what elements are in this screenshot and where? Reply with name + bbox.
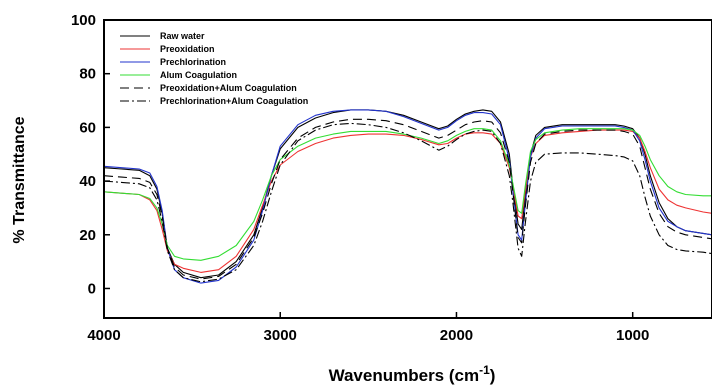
series-line-2 <box>103 129 712 273</box>
series-line-4 <box>103 128 712 261</box>
x-axis-title-suffix: ) <box>490 366 496 385</box>
x-tick-label: 4000 <box>87 327 120 344</box>
plot-frame <box>103 19 712 319</box>
x-tick-label: 1000 <box>616 327 649 344</box>
legend-label: Alum Coagulation <box>160 70 237 80</box>
x-tick-label: 3000 <box>264 327 297 344</box>
y-tick-label: 80 <box>79 66 96 83</box>
y-tick-label: 100 <box>71 12 96 29</box>
x-axis-ticks: 4000 3000 2000 1000 <box>87 312 649 344</box>
legend-label: Prechlorination+Alum Coagulation <box>160 96 308 106</box>
legend: Raw water Preoxidation Prechlorination Alum… <box>120 31 308 106</box>
x-axis-title: Wavenumbers (cm-1) <box>329 363 496 385</box>
series-line-5 <box>103 118 712 280</box>
x-axis-title-main: Wavenumbers (cm <box>329 366 480 385</box>
y-tick-label: 0 <box>88 280 96 297</box>
legend-label: Prechlorination <box>160 57 226 67</box>
legend-label: Raw water <box>160 31 205 41</box>
y-tick-label: 40 <box>79 173 96 190</box>
series-line-6 <box>103 122 712 283</box>
legend-label: Preoxidation <box>160 44 215 54</box>
series-line-1 <box>103 109 712 279</box>
series-lines <box>103 109 712 284</box>
x-axis-title-superscript: -1 <box>479 363 490 377</box>
y-tick-label: 20 <box>79 227 96 244</box>
y-axis-title: % Transmittance <box>11 116 28 243</box>
legend-label: Preoxidation+Alum Coagulation <box>160 83 297 93</box>
x-tick-label: 2000 <box>440 327 473 344</box>
y-tick-label: 60 <box>79 119 96 136</box>
